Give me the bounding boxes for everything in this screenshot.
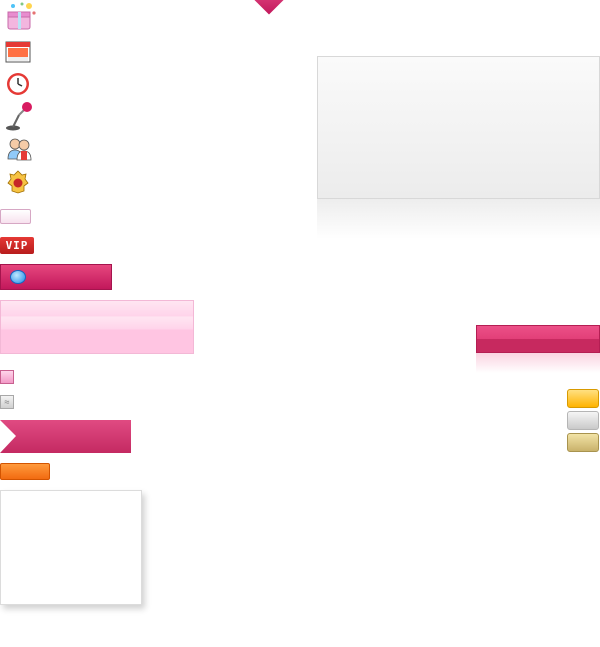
white-shadow-card <box>0 490 142 605</box>
diamond-marker <box>253 0 285 15</box>
arrow-notch <box>0 420 16 453</box>
gold-swatch[interactable] <box>567 389 599 408</box>
orange-button[interactable] <box>0 463 50 480</box>
vip-badge: VIP <box>0 237 34 254</box>
calendar-icon <box>5 41 31 63</box>
bronze-swatch[interactable] <box>567 433 599 452</box>
gray-checkbox[interactable]: ≈ <box>0 395 14 409</box>
pink-bar-button[interactable] <box>476 325 600 353</box>
arrow-tab-bar[interactable] <box>0 420 131 453</box>
pink-checkbox[interactable] <box>0 370 14 384</box>
pink-gradient-panel <box>0 300 194 354</box>
clock-icon <box>7 73 29 95</box>
pink-bar-reflection <box>476 353 600 373</box>
microphone-icon <box>6 102 32 131</box>
pink-pill-button[interactable] <box>0 209 31 224</box>
silver-swatch[interactable] <box>567 411 599 430</box>
users-icon <box>7 138 32 161</box>
gift-party-icon <box>7 2 36 30</box>
emblem-icon <box>7 170 29 194</box>
gray-panel-reflection <box>317 199 600 239</box>
chat-bubble-icon <box>10 270 26 284</box>
gray-gradient-panel <box>317 56 600 199</box>
chat-bar-button[interactable] <box>0 264 112 290</box>
